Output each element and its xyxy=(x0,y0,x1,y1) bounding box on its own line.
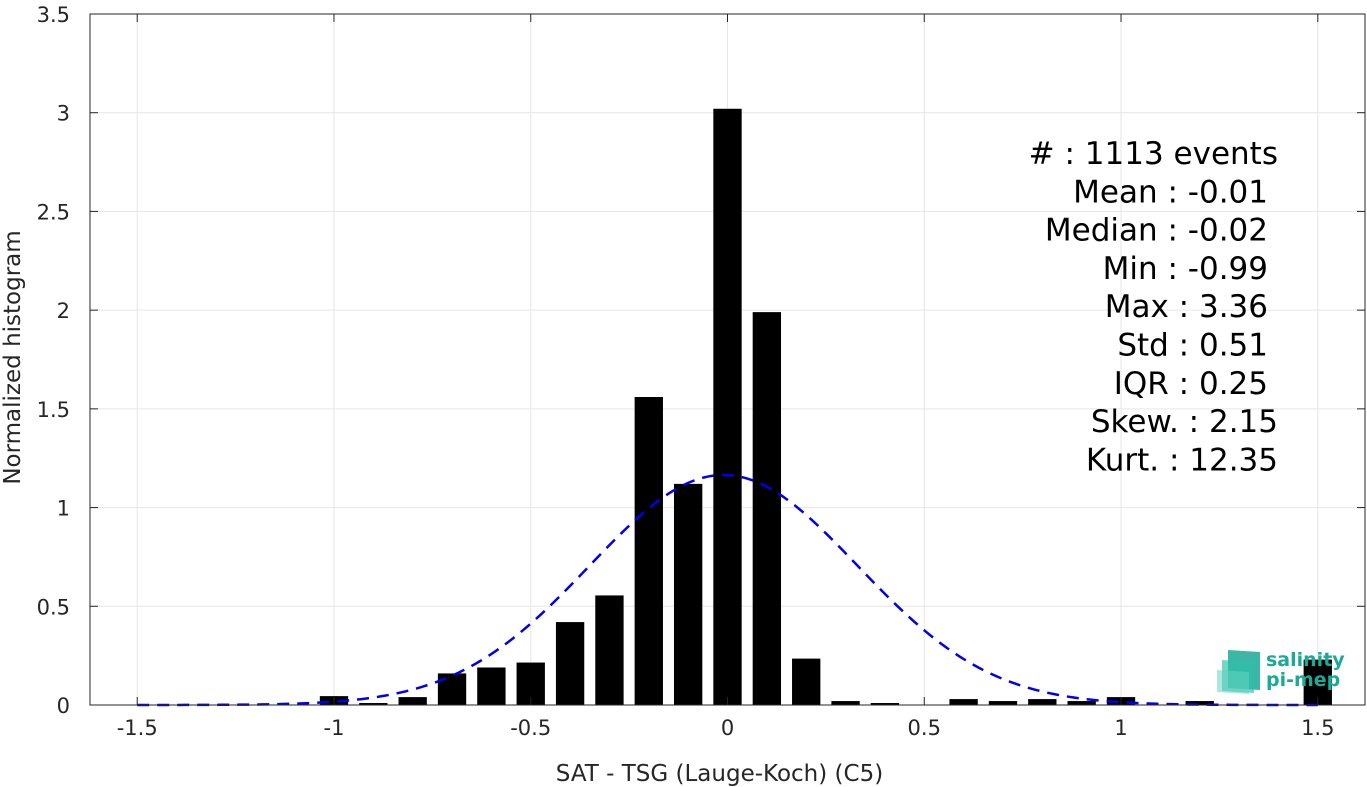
logo-line1: salinity xyxy=(1266,649,1345,671)
histogram-bar xyxy=(634,397,663,705)
stat-line: # : 1113 events xyxy=(1029,136,1278,172)
x-axis-label: SAT - TSG (Lauge-Koch) (C5) xyxy=(556,761,883,787)
logo-line2: pi-mep xyxy=(1266,669,1340,691)
stat-line: Min : -0.99 xyxy=(1103,251,1268,287)
histogram-bar xyxy=(949,699,978,705)
x-tick-label: 1 xyxy=(1114,716,1127,740)
histogram-bar xyxy=(1028,699,1057,705)
histogram-bars xyxy=(319,108,1332,705)
x-tick-label: -1.5 xyxy=(117,716,158,740)
x-tick-label: -0.5 xyxy=(510,716,551,740)
stat-line: IQR : 0.25 xyxy=(1114,366,1268,402)
x-axis-ticks: -1.5 -1 -0.5 0 0.5 1 1.5 xyxy=(117,14,1334,740)
y-tick-label: 3.5 xyxy=(37,3,70,27)
logo-mark-icon xyxy=(1217,650,1260,694)
histogram-bar xyxy=(555,622,585,705)
histogram-bar xyxy=(595,595,624,705)
y-tick-label: 2 xyxy=(57,299,70,323)
histogram-bar xyxy=(673,483,703,705)
x-tick-label: -1 xyxy=(324,716,345,740)
y-tick-label: 0 xyxy=(57,694,70,718)
x-tick-label: 0.5 xyxy=(908,716,941,740)
histogram-bar xyxy=(1185,701,1214,705)
y-tick-label: 1 xyxy=(57,497,70,521)
histogram-bar xyxy=(437,673,467,705)
stat-line: Max : 3.36 xyxy=(1105,289,1268,325)
histogram-bar xyxy=(359,703,388,705)
histogram-bar xyxy=(752,312,782,705)
y-axis-ticks: 0 0.5 1 1.5 2 2.5 3 3.5 xyxy=(37,3,1365,718)
x-tick-label: 1.5 xyxy=(1301,716,1334,740)
histogram-bar xyxy=(713,108,742,705)
y-tick-label: 0.5 xyxy=(37,595,70,619)
histogram-bar xyxy=(477,667,506,705)
stat-line: Std : 0.51 xyxy=(1117,328,1268,364)
y-tick-label: 3 xyxy=(57,102,70,126)
y-tick-label: 1.5 xyxy=(37,398,70,422)
stat-line: Skew. : 2.15 xyxy=(1091,404,1278,440)
histogram-bar xyxy=(870,703,900,705)
y-axis-label: Normalized histogram xyxy=(0,230,26,484)
stat-line: Mean : -0.01 xyxy=(1073,174,1268,210)
histogram-bar xyxy=(831,701,860,705)
x-tick-label: 0 xyxy=(721,716,734,740)
stat-line: Kurt. : 12.35 xyxy=(1086,442,1278,478)
stat-line: Median : -0.02 xyxy=(1045,213,1268,249)
histogram-bar xyxy=(1067,701,1096,705)
gaussian-fit-curve xyxy=(137,473,1318,707)
histogram-bar xyxy=(988,701,1018,705)
histogram-bar xyxy=(792,658,821,705)
y-tick-label: 2.5 xyxy=(37,200,70,224)
salinity-pimep-logo: salinity pi-mep xyxy=(1217,649,1345,694)
histogram-bar xyxy=(398,697,427,705)
